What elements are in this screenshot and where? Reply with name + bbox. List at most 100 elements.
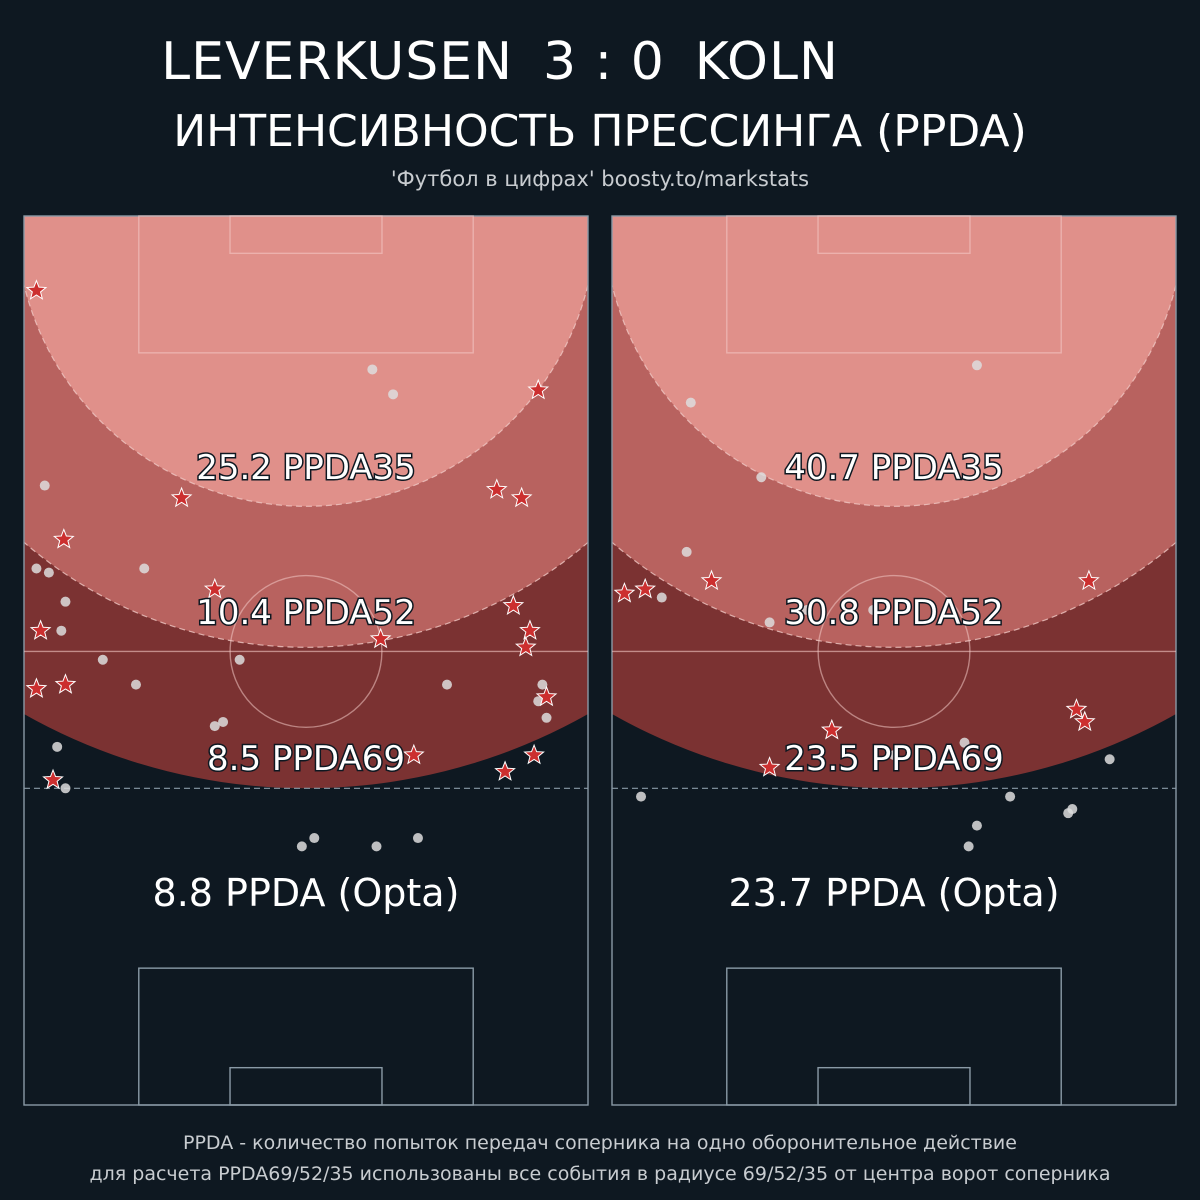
- pass-dot: [60, 783, 71, 794]
- pass-dot: [656, 592, 667, 603]
- match-score: 3 : 0: [543, 32, 665, 92]
- pass-dot: [971, 360, 982, 371]
- pass-dot: [963, 841, 974, 852]
- pass-dot: [442, 679, 452, 690]
- bottom-penalty-box: [726, 967, 1062, 1106]
- pass-dot: [218, 716, 229, 727]
- defensive-action-star: [758, 756, 781, 777]
- pass-dot: [39, 480, 50, 491]
- footnote: PPDA - количество попыток передач соперн…: [0, 1128, 1200, 1190]
- defensive-action-star: [29, 619, 52, 640]
- zone-35: [24, 216, 588, 507]
- pass-dot: [367, 364, 378, 375]
- pass-dot: [541, 712, 552, 723]
- pass-dot: [868, 604, 879, 615]
- defensive-action-star: [613, 581, 636, 603]
- event-markers: [25, 279, 558, 852]
- pass-dot: [971, 820, 982, 831]
- defensive-action-star: [25, 677, 48, 698]
- pitch-leverkusen: 25.2 PPDA35 10.4 PPDA52 8.5 PPDA69 8.8 PPDA…: [23, 215, 589, 1106]
- zone-35: [612, 216, 1176, 507]
- pass-dot: [31, 563, 42, 574]
- defensive-action-star: [494, 760, 516, 781]
- defensive-action-star: [402, 743, 425, 765]
- pass-dot: [756, 472, 767, 483]
- pass-dot: [685, 397, 696, 408]
- pass-dot: [537, 679, 548, 690]
- pass-dot: [1063, 808, 1074, 819]
- defensive-action-star: [502, 594, 525, 616]
- pass-dot: [412, 833, 423, 844]
- defensive-action-star: [535, 685, 558, 707]
- centre-circle: [817, 574, 971, 729]
- pass-dot: [139, 563, 150, 574]
- pass-dot: [959, 737, 970, 748]
- pass-dot: [52, 741, 63, 752]
- defensive-action-star: [1078, 569, 1100, 591]
- pass-dot: [681, 546, 692, 557]
- pass-dot: [56, 625, 67, 636]
- defensive-action-star: [54, 673, 77, 694]
- zone-label-ppda35: 25.2 PPDA35: [196, 448, 416, 488]
- centre-circle: [229, 574, 383, 729]
- footnote-line-2: для расчета PPDA69/52/35 использованы вс…: [89, 1163, 1111, 1185]
- defensive-action-star: [52, 528, 75, 549]
- top-goal-box: [229, 215, 383, 255]
- defensive-action-star: [369, 627, 392, 649]
- pass-dot: [764, 617, 775, 628]
- match-title: LEVERKUSEN 3 : 0 KOLN: [0, 30, 1000, 94]
- pass-dot: [309, 833, 320, 844]
- pass-dot: [97, 654, 108, 665]
- defensive-action-star: [634, 577, 657, 599]
- bottom-goal-box: [229, 1066, 383, 1106]
- pressing-zones: [612, 216, 1176, 789]
- defensive-action-star: [42, 768, 64, 790]
- defensive-action-star: [203, 577, 226, 599]
- defensive-action-star: [170, 486, 193, 508]
- pressing-zones: [24, 216, 588, 789]
- opta-ppda-label: 8.8 PPDA (Opta): [153, 871, 460, 915]
- opta-ppda-label: 23.7 PPDA (Opta): [728, 871, 1059, 915]
- pass-dot: [234, 654, 245, 665]
- pass-dot: [60, 596, 71, 607]
- zone-label-ppda52: 10.4 PPDA52: [196, 593, 416, 633]
- footnote-line-1: PPDA - количество попыток передач соперн…: [183, 1132, 1017, 1154]
- pass-dot: [388, 389, 399, 400]
- pitch-koln: 40.7 PPDA35 30.8 PPDA52 23.5 PPDA69 23.7 PP…: [611, 215, 1177, 1106]
- zone-label-ppda35: 40.7 PPDA35: [784, 448, 1004, 488]
- event-markers: [613, 360, 1115, 852]
- zone-label-ppda69: 23.5 PPDA69: [784, 739, 1004, 779]
- pass-dot: [636, 791, 647, 802]
- pass-dot: [889, 750, 899, 761]
- pitch-markings: [611, 215, 1177, 1106]
- pass-dot: [209, 721, 220, 732]
- away-team-name: KOLN: [694, 32, 839, 92]
- chart-subtitle: ИНТЕНСИВНОСТЬ ПРЕССИНГА (PPDA): [173, 106, 1027, 157]
- top-goal-box: [817, 215, 971, 255]
- pass-dot: [371, 841, 382, 852]
- bottom-goal-box: [817, 1066, 971, 1106]
- home-team-name: LEVERKUSEN: [161, 32, 514, 92]
- pass-dot: [801, 604, 812, 615]
- pass-dot: [296, 841, 307, 852]
- pass-dot: [43, 567, 54, 578]
- defensive-action-star: [514, 635, 537, 657]
- defensive-action-star: [485, 478, 508, 499]
- defensive-action-star: [1065, 698, 1088, 719]
- defensive-action-star: [527, 378, 550, 400]
- defensive-action-star: [700, 569, 723, 591]
- defensive-action-star: [25, 279, 48, 300]
- zone-label-ppda69: 8.5 PPDA69: [207, 739, 405, 779]
- defensive-action-star: [519, 619, 541, 640]
- defensive-action-star: [523, 743, 545, 765]
- source-credit: 'Футбол в цифрах' boosty.to/markstats: [390, 167, 810, 191]
- defensive-action-star: [820, 718, 843, 740]
- pitch-markings: [23, 215, 589, 1106]
- zone-label-ppda52: 30.8 PPDA52: [784, 593, 1004, 633]
- defensive-action-star: [510, 486, 533, 508]
- pass-dot: [1104, 754, 1115, 765]
- bottom-penalty-box: [138, 967, 474, 1106]
- pass-dot: [130, 679, 141, 690]
- pass-dot: [1005, 791, 1016, 802]
